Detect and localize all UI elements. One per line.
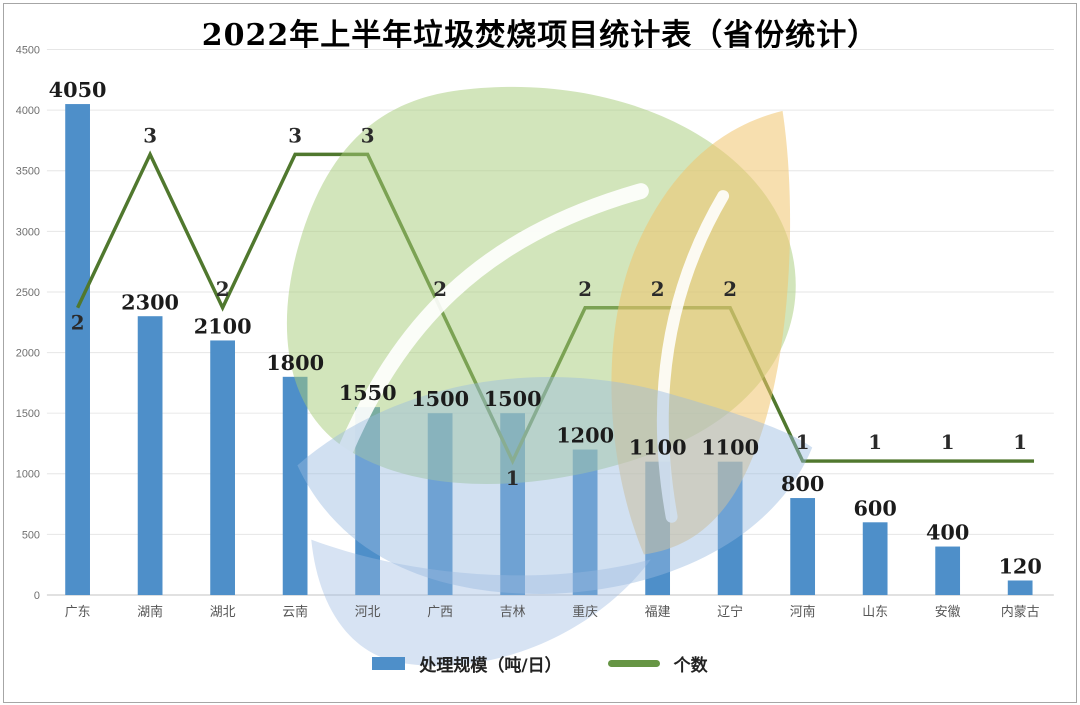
watermark-yellow-leaf bbox=[611, 110, 791, 555]
legend-item-bar: 处理规模（吨/日） bbox=[372, 651, 562, 676]
y-axis-tick-label: 1000 bbox=[16, 469, 40, 481]
bar-value-label: 1500 bbox=[484, 386, 542, 411]
category-label: 湖南 bbox=[137, 604, 163, 619]
category-label: 安徽 bbox=[935, 604, 961, 619]
category-label: 广东 bbox=[65, 604, 91, 619]
watermark-blue-swoosh-tail bbox=[311, 539, 651, 666]
category-label: 辽宁 bbox=[717, 604, 743, 619]
watermark-yellow-leaf-vein bbox=[656, 190, 730, 523]
count-value-label: 2 bbox=[723, 277, 737, 301]
labels-group: 0 500 1000 1500 2000 2500 3000 3500 4000 4500 4050… bbox=[16, 44, 1042, 618]
count-value-label: 2 bbox=[71, 311, 85, 335]
bar bbox=[65, 104, 90, 596]
count-value-label: 1 bbox=[506, 466, 520, 490]
bar-value-label: 800 bbox=[781, 471, 824, 496]
count-value-label: 2 bbox=[216, 277, 230, 301]
bar bbox=[1007, 580, 1033, 596]
bar-value-label: 1500 bbox=[411, 386, 469, 411]
chart-title: 2022年上半年垃圾焚烧项目统计表（省份统计） bbox=[201, 18, 879, 53]
count-value-label: 1 bbox=[868, 430, 882, 454]
category-label: 河北 bbox=[355, 604, 381, 619]
bar bbox=[282, 376, 308, 596]
legend-item-line: 个数 bbox=[607, 651, 708, 676]
count-value-label: 2 bbox=[578, 277, 592, 301]
count-value-label: 3 bbox=[288, 123, 302, 147]
watermark-green-leaf-vein bbox=[336, 183, 649, 462]
y-axis-tick-label: 2000 bbox=[16, 348, 40, 360]
category-label: 吉林 bbox=[500, 604, 526, 619]
bar-value-label: 1800 bbox=[266, 350, 324, 375]
category-label: 广西 bbox=[427, 604, 453, 619]
category-label: 内蒙古 bbox=[1001, 604, 1040, 619]
y-axis-tick-label: 4000 bbox=[16, 105, 40, 117]
bar-series-label: 处理规模（吨/日） bbox=[419, 656, 562, 676]
bar-value-label: 1100 bbox=[701, 435, 759, 460]
y-axis-tick-label: 3000 bbox=[16, 226, 40, 238]
category-label: 山东 bbox=[862, 604, 888, 619]
count-value-label: 2 bbox=[433, 277, 447, 301]
category-label: 重庆 bbox=[572, 604, 598, 619]
bar-value-label: 400 bbox=[926, 520, 969, 545]
y-axis-tick-label: 500 bbox=[22, 529, 40, 541]
bar-value-label: 2100 bbox=[194, 314, 252, 339]
y-axis-tick-label: 2500 bbox=[16, 287, 40, 299]
line-series-label: 个数 bbox=[673, 656, 708, 676]
y-axis-tick-label: 1500 bbox=[16, 408, 40, 420]
count-value-label: 3 bbox=[361, 123, 375, 147]
bar bbox=[210, 340, 235, 596]
bar bbox=[935, 546, 961, 596]
bar bbox=[790, 498, 816, 596]
count-value-label: 3 bbox=[143, 123, 157, 147]
watermark-logo bbox=[286, 86, 813, 666]
y-axis-tick-label: 3500 bbox=[16, 166, 40, 178]
count-value-label: 2 bbox=[651, 277, 665, 301]
category-label: 湖北 bbox=[210, 604, 236, 619]
watermark-blue-swoosh bbox=[297, 376, 813, 595]
chart-legend: 处理规模（吨/日） 个数 bbox=[0, 651, 1080, 676]
count-value-label: 1 bbox=[941, 430, 955, 454]
bar-series-swatch bbox=[372, 657, 406, 670]
bar-value-label: 4050 bbox=[49, 77, 107, 102]
bar bbox=[862, 522, 888, 596]
count-value-label: 1 bbox=[1013, 430, 1027, 454]
bar-value-label: 1550 bbox=[339, 380, 397, 405]
bar-value-label: 1100 bbox=[629, 435, 687, 460]
bar-value-label: 120 bbox=[998, 554, 1041, 579]
bar-value-label: 1200 bbox=[556, 423, 614, 448]
line-series-swatch bbox=[607, 660, 660, 667]
y-axis-tick-label: 4500 bbox=[16, 44, 40, 56]
bar bbox=[137, 316, 163, 596]
category-label: 云南 bbox=[282, 604, 308, 619]
count-value-label: 1 bbox=[796, 430, 810, 454]
y-axis-tick-label: 0 bbox=[34, 590, 40, 602]
category-label: 福建 bbox=[645, 604, 671, 619]
bar-value-label: 600 bbox=[853, 495, 896, 520]
bar-value-label: 2300 bbox=[121, 289, 179, 314]
category-label: 河南 bbox=[790, 604, 816, 619]
